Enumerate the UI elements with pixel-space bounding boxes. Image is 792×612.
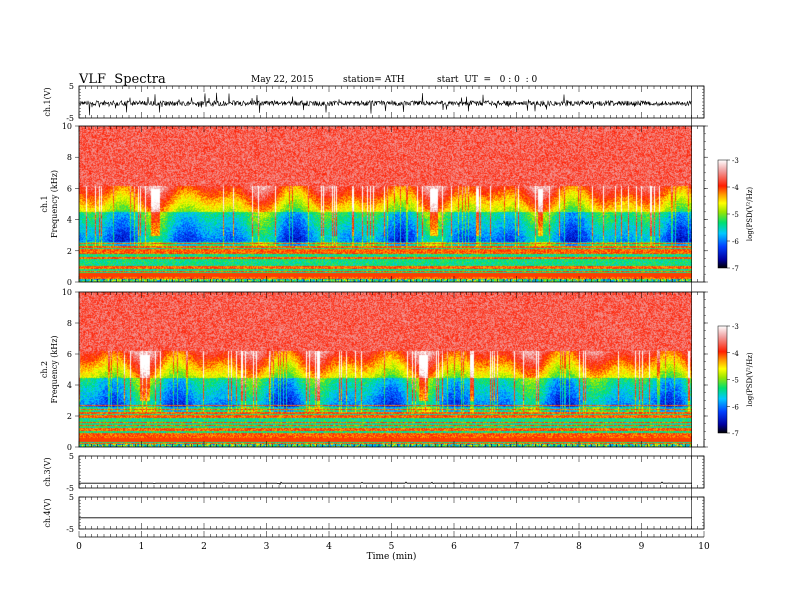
time-tick-label: 4 [326,542,332,552]
axes-layer [75,85,730,538]
ch2-spec-ytick-label: 10 [62,288,72,297]
ch1-spec-ytick-label: 6 [67,184,72,193]
ch2-colorbar-tick-label: -6 [732,403,739,411]
ch1-colorbar-tick-label: -3 [732,157,739,165]
ch1-colorbar-tick-label: -4 [732,184,739,192]
figure-title: VLF Spectra [79,72,166,87]
ch2-colorbar-tick-label: -5 [732,377,739,385]
ch1-spec-ylabel: Frequency (kHz) [50,170,59,238]
ch2-spec-ylabel: Frequency (kHz) [50,335,59,403]
time-tick-label: 7 [514,542,520,552]
time-tick-label: 9 [639,542,645,552]
ch1-spec-ytick-label: 4 [67,216,72,225]
station-label: station= ATH [343,75,405,85]
ch3-ytick-label: -5 [66,484,74,493]
ch1-spec-ytick-label: 8 [67,153,72,162]
time-axis-title: Time (min) [367,551,417,562]
ch1-ytick-label: 5 [69,82,74,91]
time-tick-label: 3 [264,542,270,552]
ch2-colorbar-tick-label: -4 [732,350,739,358]
waveform-layer [78,92,692,519]
ch4-ytick-label: 5 [69,493,74,502]
time-tick-label: 1 [139,542,145,552]
ch4-ytick-label: -5 [66,525,74,534]
ch2-colorbar-label: log(PSD(V²/Hz) [746,352,754,407]
ch1-ylabel: ch.1(V) [43,87,52,116]
ch2-colorbar [717,325,728,434]
ch2-colorbar-tick-label: -7 [732,430,739,438]
ch2-spec-ytick-label: 2 [67,412,72,421]
time-tick-label: 0 [76,542,82,552]
time-tick-label: 5 [389,542,395,552]
spectrogram-layer [79,126,692,447]
ch3-ytick-label: 5 [69,452,74,461]
time-tick-label: 8 [576,542,582,552]
start-time-label: start UT = 0 : 0 : 0 [437,75,538,85]
ch1-spec-ytick-label: 2 [67,247,72,256]
ch3-waveform-line [79,481,692,486]
ch1-colorbar-tick-label: -6 [732,238,739,246]
spectrogram-image-ch2 [79,292,692,447]
ch3-ylabel: ch.3(V) [43,457,52,486]
date-label: May 22, 2015 [251,75,314,85]
ch1-colorbar-label: log(PSD(V²/Hz) [746,187,754,242]
ch1-spec-ytick-label: 10 [62,122,72,131]
ch1-colorbar-tick-label: -5 [732,211,739,219]
ch1-colorbar-tick-label: -7 [732,265,739,273]
ch2-spec-channel-label: ch.2 [40,361,49,378]
ch2-spec-ytick-label: 0 [67,443,72,452]
ch2-spec-ytick-label: 4 [67,381,72,390]
ch1-ytick-label: -5 [66,114,74,123]
ch2-spec-ytick-label: 8 [67,319,72,328]
time-tick-label: 10 [698,542,710,552]
ch4-ylabel: ch.4(V) [43,498,52,527]
ch2-spec-ytick-label: 6 [67,350,72,359]
time-tick-label: 2 [201,542,207,552]
ch1-waveform-line [78,92,692,116]
ch1-spec-ytick-label: 0 [67,278,72,287]
ch1-spec-channel-label: ch.1 [40,195,49,212]
ch2-colorbar-tick-label: -3 [732,323,739,331]
ch1-colorbar [717,159,728,269]
spectrogram-image-ch1 [79,126,692,282]
time-tick-label: 6 [451,542,457,552]
